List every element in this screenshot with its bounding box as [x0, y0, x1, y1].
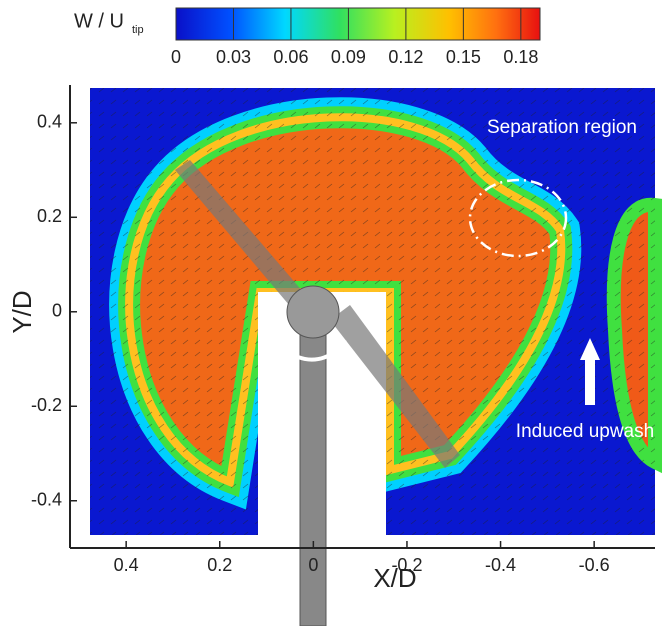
x-axis-label: X/D [373, 563, 416, 593]
x-tick-label: -0.4 [485, 555, 516, 575]
x-tick-label: -0.2 [391, 555, 422, 575]
x-tick-label: 0.2 [207, 555, 232, 575]
colorbar: W / U tip [74, 7, 541, 41]
separation-marker [468, 178, 568, 258]
colorbar-label: W / U [74, 10, 124, 32]
colorbar-tick-label: 0.15 [446, 47, 481, 67]
blade [330, 305, 460, 468]
colorbar-tick-label: 0.06 [273, 47, 308, 67]
y-tick-label: 0 [52, 301, 62, 321]
x-tick-label: 0 [308, 555, 318, 575]
hub [286, 285, 340, 339]
y-tick-label: 0.2 [37, 206, 62, 226]
colorbar-label-subscript: tip [132, 24, 144, 36]
annotation: Separation region [487, 117, 637, 138]
colorbar-tick-label: 0.09 [331, 47, 366, 67]
y-axis-label: Y/D [7, 290, 37, 333]
y-tick-label: -0.2 [31, 395, 62, 415]
y-tick-label: 0.4 [37, 112, 62, 132]
tower [299, 299, 327, 626]
x-tick-label: -0.6 [579, 555, 610, 575]
colorbar-tick-label: 0.03 [216, 47, 251, 67]
blade [175, 160, 310, 312]
x-tick-label: 0.4 [114, 555, 139, 575]
colorbar-tick-label: 0.12 [388, 47, 423, 67]
colorbar-tick-label: 0 [171, 47, 181, 67]
flow-field: Separation region Induced upwash [90, 88, 655, 626]
colorbar-tick-label: 0.18 [503, 47, 538, 67]
annotation: Induced upwash [516, 421, 654, 442]
y-tick-label: -0.4 [31, 490, 62, 510]
upwash-arrow [580, 338, 600, 405]
colorbar-gradient [175, 7, 541, 41]
rotation-arrow [271, 311, 347, 362]
